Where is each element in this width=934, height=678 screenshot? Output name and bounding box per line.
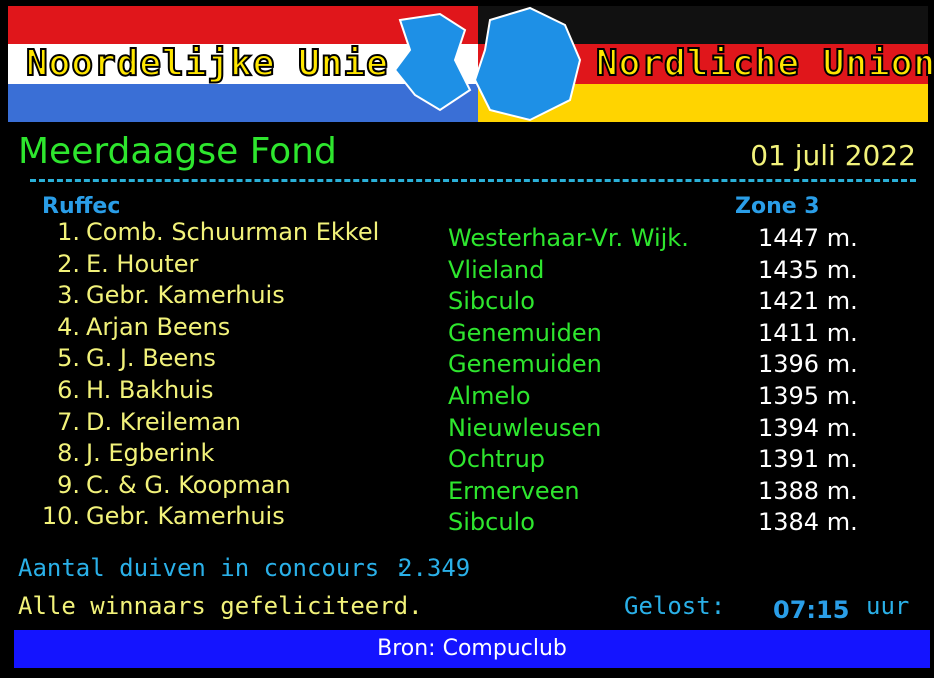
rank: 7. bbox=[57, 407, 80, 436]
released-time: 07:15 bbox=[773, 596, 850, 624]
fancier: Comb. Schuurman Ekkel bbox=[86, 218, 380, 246]
flag-red bbox=[8, 6, 478, 44]
rank: 5. bbox=[57, 344, 80, 373]
banner bbox=[8, 6, 928, 122]
distance: 1395 m. bbox=[758, 382, 858, 410]
congrats: Alle winnaars gefeliciteerd. bbox=[18, 592, 423, 620]
flag-blue bbox=[8, 84, 478, 122]
place: Ochtrup bbox=[448, 445, 546, 474]
rank: 1. bbox=[57, 218, 80, 246]
source-bar: Bron: Compuclub bbox=[14, 630, 930, 668]
place: Sibculo bbox=[448, 508, 535, 537]
distance: 1384 m. bbox=[758, 508, 858, 537]
place: Westerhaar-Vr. Wijk. bbox=[448, 224, 689, 252]
race: Ruffec bbox=[42, 194, 121, 219]
title: Meerdaagse Fond bbox=[18, 131, 337, 172]
fancier: D. Kreileman bbox=[86, 407, 241, 436]
distance: 1411 m. bbox=[758, 318, 858, 347]
fancier: J. Egberink bbox=[86, 439, 215, 468]
date: 01 juli 2022 bbox=[750, 139, 916, 172]
banner-left-title: Noordelijke Unie bbox=[25, 43, 389, 84]
rank: 2. bbox=[57, 249, 80, 278]
distance: 1388 m. bbox=[758, 476, 858, 505]
place: Almelo bbox=[448, 382, 531, 410]
zone: Zone 3 bbox=[735, 194, 820, 219]
distance: 1396 m. bbox=[758, 350, 858, 379]
fancier: C. & G. Koopman bbox=[86, 470, 291, 499]
map-de bbox=[473, 6, 582, 122]
count-label: Aantal duiven in concours : bbox=[18, 554, 409, 582]
place: Vlieland bbox=[448, 255, 545, 284]
rank: 3. bbox=[57, 281, 80, 310]
rank: 4. bbox=[57, 312, 80, 341]
fancier: Gebr. Kamerhuis bbox=[86, 502, 285, 531]
rank: 6. bbox=[57, 376, 80, 404]
place: Sibculo bbox=[448, 287, 535, 316]
distance: 1421 m. bbox=[758, 287, 858, 316]
distance: 1435 m. bbox=[758, 255, 858, 284]
rank: 9. bbox=[57, 470, 80, 499]
fancier: E. Houter bbox=[86, 249, 199, 278]
place: Genemuiden bbox=[448, 350, 602, 379]
rank: 10. bbox=[41, 502, 80, 531]
distance: 1447 m. bbox=[758, 224, 858, 252]
source: Bron: Compuclub bbox=[377, 636, 567, 661]
map-nl bbox=[393, 12, 472, 112]
fancier: Arjan Beens bbox=[86, 312, 231, 341]
distance: 1394 m. bbox=[758, 413, 858, 442]
fancier: H. Bakhuis bbox=[86, 376, 214, 404]
banner-right-title: Nordliche Union bbox=[595, 43, 934, 84]
released-unit: uur bbox=[866, 592, 910, 620]
rank: 8. bbox=[57, 439, 80, 468]
fancier: G. J. Beens bbox=[86, 344, 216, 373]
released-label: Gelost: bbox=[624, 592, 726, 620]
place: Genemuiden bbox=[448, 318, 602, 347]
distance: 1391 m. bbox=[758, 445, 858, 474]
count: 2.349 bbox=[398, 554, 471, 582]
separator bbox=[30, 179, 916, 182]
place: Ermerveen bbox=[448, 476, 580, 505]
fancier: Gebr. Kamerhuis bbox=[86, 281, 285, 310]
place: Nieuwleusen bbox=[448, 413, 602, 442]
